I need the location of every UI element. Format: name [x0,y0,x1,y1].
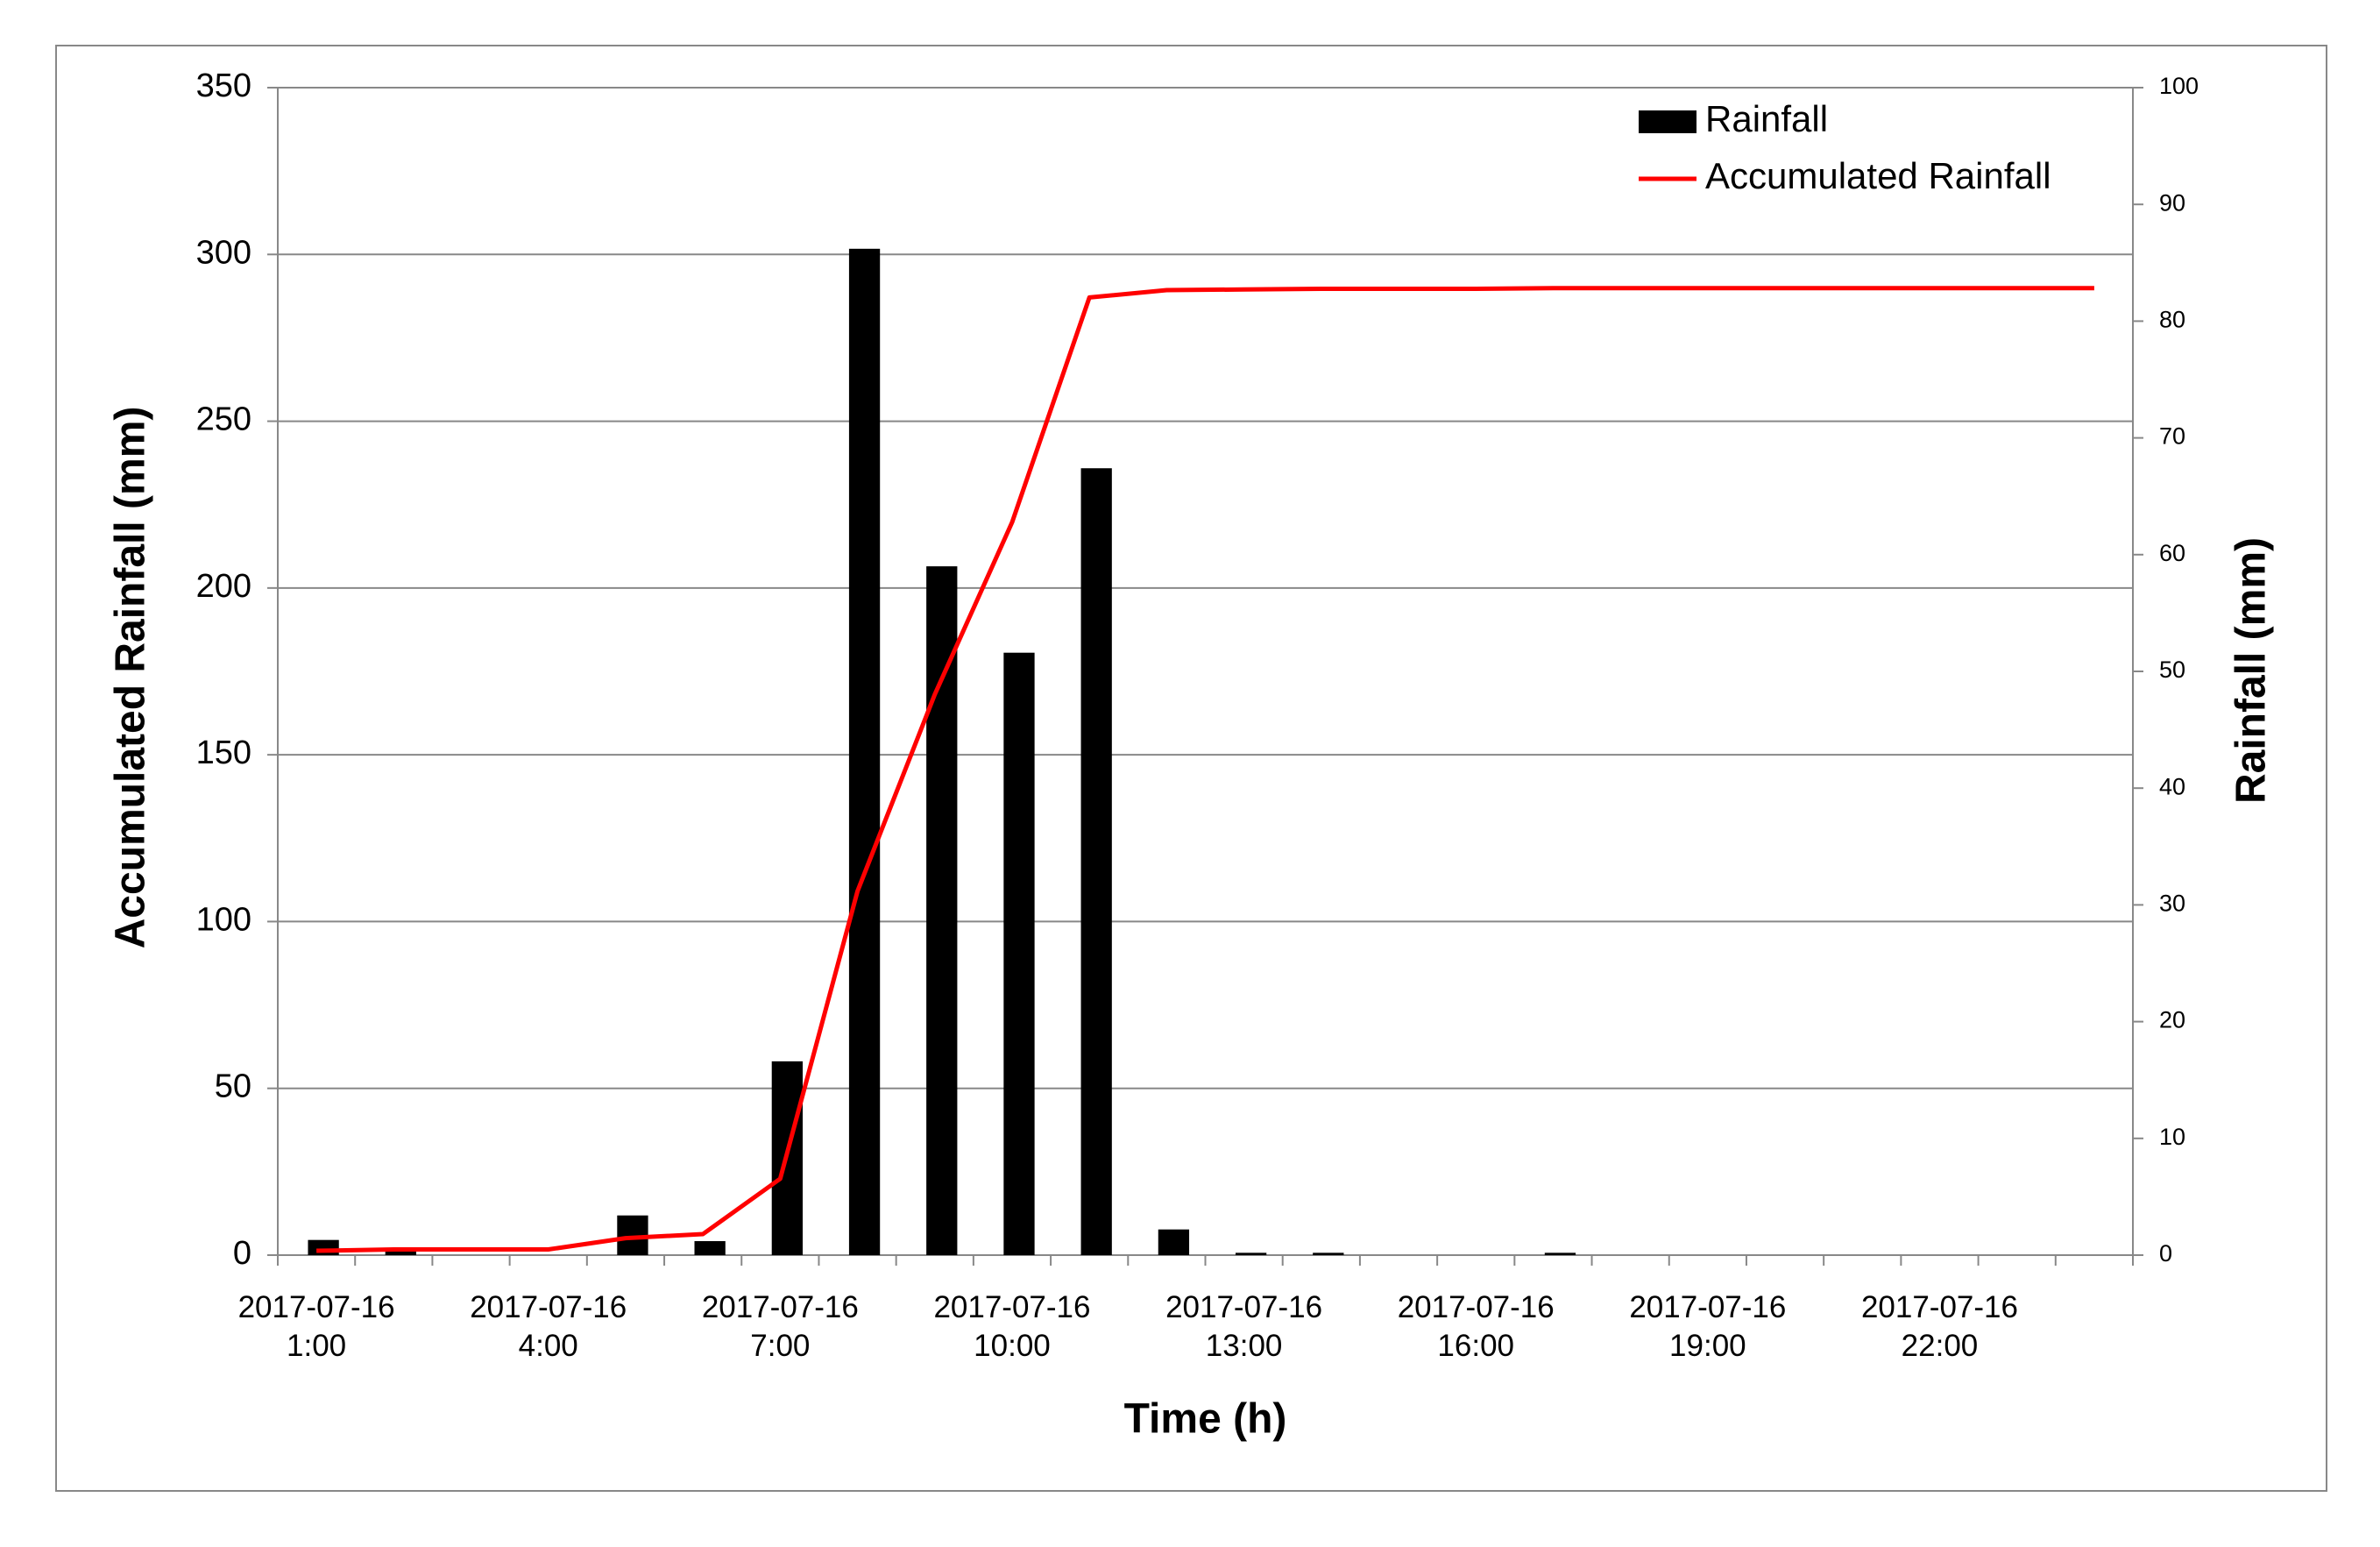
y-tick-label: 100 [196,901,251,938]
chart-border [55,45,2327,1492]
y-tick-label: 350 [196,67,251,104]
y2-tick-label: 70 [2159,423,2185,450]
y-tick-label: 250 [196,401,251,438]
y2-tick-label: 30 [2159,891,2185,917]
x-tick-label: 2017-07-16 16:00 [1397,1290,1555,1363]
y2-tick-label: 20 [2159,1007,2185,1033]
x-tick-label: 2017-07-16 4:00 [470,1290,627,1363]
bar [926,566,958,1255]
y2-tick-label: 90 [2159,189,2185,216]
y2-tick-label: 10 [2159,1124,2185,1150]
y2-tick-label: 100 [2159,73,2199,99]
bar [694,1241,726,1255]
y2-tick-label: 80 [2159,307,2185,333]
legend-label: Rainfall [1705,98,1828,139]
bar [1003,652,1035,1255]
x-tick-label: 2017-07-16 7:00 [701,1290,859,1363]
y2-axis-title: Rainfall (mm) [2228,537,2275,804]
x-tick-label: 2017-07-16 22:00 [1860,1290,2018,1363]
y-axis-title: Accumulated Rainfall (mm) [108,407,154,949]
bar [848,248,881,1255]
y-tick-label: 200 [196,568,251,605]
line [316,286,2094,1253]
y-tick-label: 50 [215,1068,251,1105]
x-tick-label: 2017-07-16 19:00 [1629,1290,1787,1363]
y2-tick-label: 0 [2159,1240,2172,1267]
bar [1158,1229,1190,1255]
x-tick-label: 2017-07-16 10:00 [933,1290,1091,1363]
bar [385,1250,416,1255]
x-tick-label: 2017-07-16 1:00 [237,1290,395,1363]
x-tick-label: 2017-07-16 13:00 [1165,1290,1323,1363]
legend-swatch [1639,110,1696,133]
bar [1313,1253,1344,1255]
bar [1544,1253,1576,1255]
y2-tick-label: 40 [2159,773,2185,799]
bar [1080,468,1112,1255]
y-tick-label: 0 [233,1235,251,1272]
legend-label: Accumulated Rainfall [1705,155,2051,196]
bar [1235,1253,1267,1255]
y-tick-label: 300 [196,234,251,271]
y2-tick-label: 50 [2159,656,2185,683]
y-tick-label: 150 [196,734,251,771]
x-axis-title: Time (h) [1124,1396,1287,1443]
y2-tick-label: 60 [2159,540,2185,566]
